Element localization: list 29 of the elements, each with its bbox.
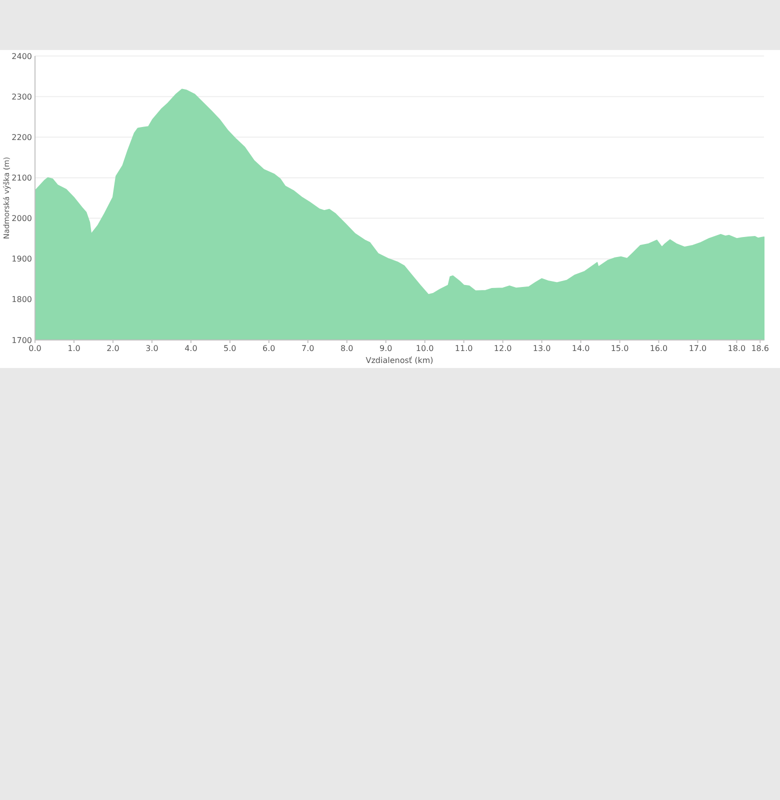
y-tick-label: 1700 bbox=[12, 336, 32, 345]
y-tick-label: 2400 bbox=[12, 52, 32, 61]
x-tick-label: 12.0 bbox=[494, 344, 512, 353]
x-tick-label: 3.0 bbox=[146, 344, 158, 353]
y-tick-label: 2200 bbox=[12, 132, 32, 142]
y-tick-label: 2300 bbox=[12, 92, 32, 102]
x-tick-label: 17.0 bbox=[688, 344, 707, 353]
x-tick-label: 14.0 bbox=[572, 344, 590, 353]
y-tick-label: 2100 bbox=[12, 174, 32, 183]
x-tick-label: 18.6 bbox=[751, 344, 770, 353]
x-tick-label: 4.0 bbox=[184, 344, 198, 353]
x-tick-label: 9.0 bbox=[379, 344, 392, 353]
x-tick-label: 16.0 bbox=[650, 344, 668, 353]
y-tick-label: 1800 bbox=[12, 295, 32, 304]
x-tick-label: 7.0 bbox=[302, 344, 314, 353]
x-tick-label: 1.0 bbox=[68, 344, 80, 353]
x-tick-label: 8.0 bbox=[340, 344, 354, 353]
x-tick-label: 18.0 bbox=[728, 344, 746, 353]
x-tick-label: 5.0 bbox=[224, 344, 236, 353]
x-axis-title: Vzdialenosť (km) bbox=[366, 356, 434, 365]
x-tick-label: 11.0 bbox=[454, 344, 473, 353]
x-tick-label: 6.0 bbox=[262, 344, 276, 353]
x-tick-label: 13.0 bbox=[532, 344, 551, 353]
x-tick-label: 15.0 bbox=[610, 344, 629, 353]
y-tick-label: 2000 bbox=[12, 214, 32, 224]
x-tick-label: 2.0 bbox=[106, 344, 120, 353]
x-tick-label: 0.0 bbox=[28, 344, 42, 353]
x-tick-label: 10.0 bbox=[416, 344, 434, 353]
y-tick-label: 1900 bbox=[12, 254, 32, 264]
